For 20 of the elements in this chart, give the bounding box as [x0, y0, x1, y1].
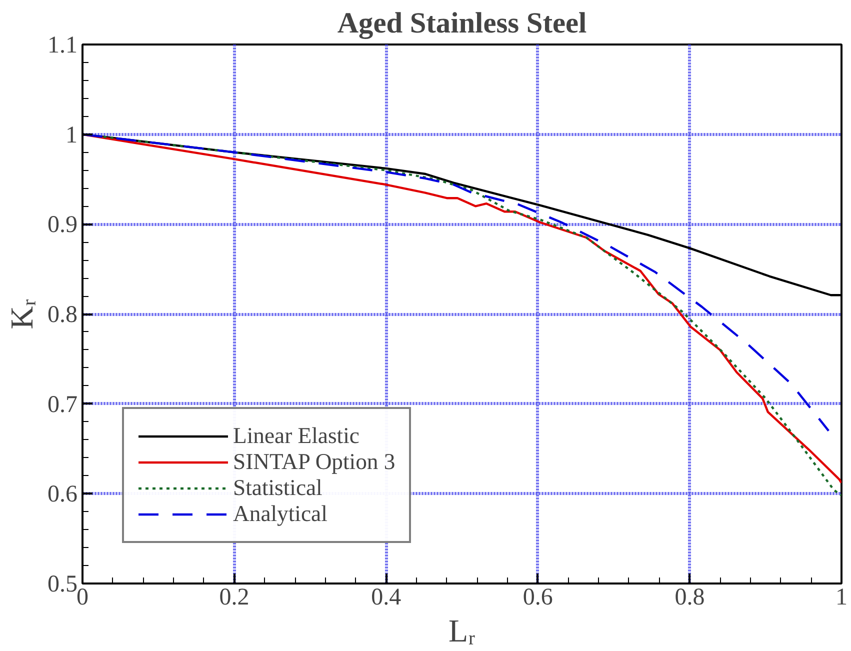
y-tick-label: 0.7 — [48, 392, 78, 418]
x-tick-label: 0.8 — [674, 584, 705, 610]
x-tick-label: 0 — [76, 584, 88, 610]
x-tick-label: 1 — [836, 584, 848, 610]
legend-label: Statistical — [233, 475, 322, 501]
y-axis-title: Kᵣ — [4, 298, 40, 330]
legend-label: Analytical — [233, 501, 328, 527]
y-tick-label: 1.1 — [48, 32, 78, 58]
legend-label: Linear Elastic — [233, 423, 360, 449]
y-tick-label: 0.6 — [48, 482, 78, 508]
y-tick-label: 0.5 — [48, 572, 78, 598]
x-tick-label: 0.6 — [522, 584, 553, 610]
x-tick-label: 0.4 — [371, 584, 402, 610]
legend-label: SINTAP Option 3 — [233, 449, 396, 475]
y-tick-label: 0.8 — [48, 302, 78, 328]
y-tick-label: 0.9 — [48, 212, 78, 238]
y-tick-label: 1 — [66, 122, 78, 148]
chart-title: Aged Stainless Steel — [337, 8, 587, 40]
x-axis-title: Lᵣ — [448, 612, 476, 648]
x-tick-label: 0.2 — [219, 584, 250, 610]
